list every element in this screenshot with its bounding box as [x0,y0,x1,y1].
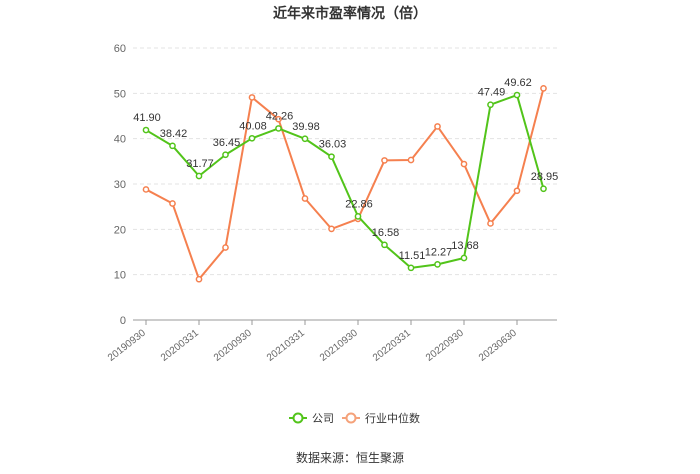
y-tick-label: 10 [114,270,126,282]
industry-median-point [275,115,282,123]
company-point [301,135,309,143]
x-tick-label: 20230630 [477,327,519,363]
x-tick-label: 20200331 [159,327,201,363]
company-point [195,172,203,180]
y-axis: 0 10 20 30 40 50 60 [114,43,126,327]
industry-median-point [301,195,309,202]
company-point [142,126,150,134]
company-data-label: 39.98 [292,121,320,133]
series-layer [142,84,547,283]
y-tick-label: 50 [114,88,126,100]
company-data-label: 49.62 [504,77,532,89]
industry-median-point [407,156,415,164]
company-line [145,94,545,269]
y-tick-label: 0 [120,315,126,327]
y-tick-label: 40 [114,134,126,146]
company-data-label: 41.90 [133,112,161,124]
industry-median-line [145,88,545,281]
industry-median-point [328,225,335,233]
chart-title: 近年来市盈率情况（倍） [273,5,427,22]
company-data-label: 11.51 [399,250,426,262]
industry-median-point [434,123,441,130]
company-data-label: 36.03 [319,139,347,151]
company-data-label: 40.08 [239,120,267,132]
company-data-label: 13.68 [451,240,479,252]
industry-median-point [460,160,468,168]
y-tick-label: 20 [114,224,126,236]
x-tick-label: 20220930 [424,327,466,363]
company-point [328,153,335,161]
company-point [275,125,282,132]
industry-median-point [513,187,521,195]
y-tick-label: 30 [114,179,126,191]
company-data-label: 28.95 [531,171,559,183]
company-data-label: 42.26 [266,110,294,122]
company-point [222,151,229,159]
x-axis: 20190930 20200331 20200930 20210331 20210930… [106,319,557,364]
industry-median-point [142,186,150,193]
x-tick-label: 20210930 [318,327,360,363]
company-data-label: 38.42 [160,128,188,140]
company-point [354,213,362,220]
industry-median-point [195,275,203,283]
company-point [434,261,441,268]
company-point [248,134,256,142]
industry-median-point [381,157,388,164]
x-tick-label: 20190930 [106,327,148,363]
data-source: 数据来源：恒生聚源 [296,450,404,465]
company-point [169,142,176,150]
industry-median-point [169,200,176,207]
industry-median-point [248,94,256,101]
x-tick-label: 20200930 [212,327,254,363]
company-point [513,91,521,99]
company-data-label: 31.77 [186,158,214,170]
x-tick-label: 20210331 [265,327,307,363]
company-data-label: 22.86 [345,198,373,210]
company-point [460,254,468,262]
company-data-label: 12.27 [425,246,453,258]
company-data-label: 36.45 [213,137,241,149]
industry-median-point [487,220,494,227]
company-point [381,241,388,249]
company-point [487,101,494,109]
company-point [407,264,415,272]
legend-industry-marker [345,412,357,424]
industry-median-point [222,244,229,251]
x-tick-label: 20220331 [371,327,413,363]
company-data-label: 16.58 [372,227,400,239]
grid-lines [133,47,557,276]
company-data-label: 47.49 [478,87,506,99]
legend-industry-label: 行业中位数 [365,411,420,425]
legend: 公司 行业中位数 [289,411,420,425]
legend-company-label: 公司 [312,412,334,425]
company-point [540,185,547,193]
legend-company-marker [292,412,304,424]
y-tick-label: 60 [114,43,126,55]
industry-median-point [540,84,547,92]
